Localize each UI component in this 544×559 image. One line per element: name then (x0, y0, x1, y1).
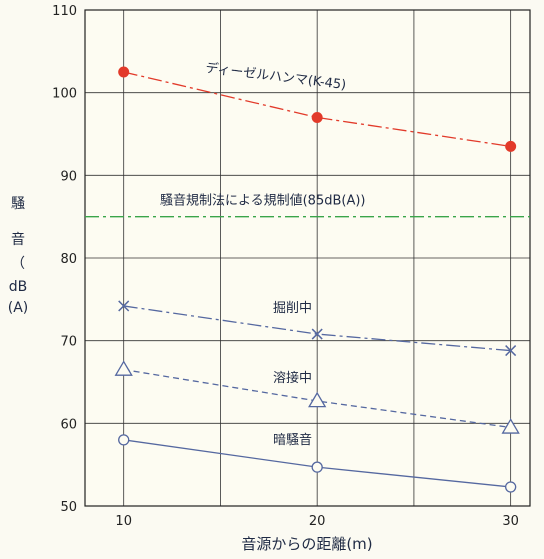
regulation-limit-label: 騒音規制法による規制値(85dB(A)) (160, 193, 366, 209)
data-point (311, 461, 323, 473)
y-tick-label: 100 (52, 87, 77, 102)
reference-line-group: 騒音規制法による規制値(85dB(A)) (85, 193, 530, 218)
y-axis-label-part: 音 (11, 231, 25, 248)
series-line-3 (123, 368, 511, 429)
y-axis-label-part: (A) (8, 300, 29, 316)
y-axis-label: 騒音 （ dB (A) (8, 196, 29, 316)
data-point (311, 328, 323, 340)
x-tick-label: 30 (502, 514, 519, 529)
y-tick-label: 110 (52, 4, 77, 19)
x-axis-label: 音源からの距離(m) (241, 535, 372, 553)
y-axis-label-part: 騒 (11, 196, 25, 212)
data-point (505, 345, 517, 357)
y-tick-label: 80 (60, 252, 77, 267)
series-label-3: 溶接中 (273, 370, 312, 386)
series-line-1 (123, 71, 511, 148)
data-point (501, 418, 520, 434)
data-point (118, 66, 130, 78)
y-tick-label: 70 (60, 335, 77, 350)
series-label-2: 掘削中 (273, 301, 312, 316)
y-tick-label: 90 (60, 169, 77, 184)
y-tick-labels: 110 100 90 80 70 60 50 (52, 4, 77, 515)
data-point (311, 111, 323, 123)
y-axis-label-part: dB (9, 279, 28, 295)
series-label-4: 暗騒音 (273, 432, 312, 448)
y-axis-label-part: （ (11, 256, 25, 272)
series-group (114, 66, 520, 493)
data-point (114, 360, 133, 376)
x-tick-labels: 10 20 30 (115, 514, 519, 529)
data-point (118, 434, 130, 446)
data-point (308, 391, 327, 408)
data-point (505, 140, 517, 152)
x-tick-label: 20 (309, 514, 326, 529)
data-point (118, 300, 130, 312)
y-tick-label: 60 (60, 417, 77, 432)
plot-frame (84, 9, 531, 507)
x-tick-label: 10 (115, 514, 132, 529)
y-tick-label: 50 (60, 500, 77, 515)
data-point (505, 481, 517, 493)
